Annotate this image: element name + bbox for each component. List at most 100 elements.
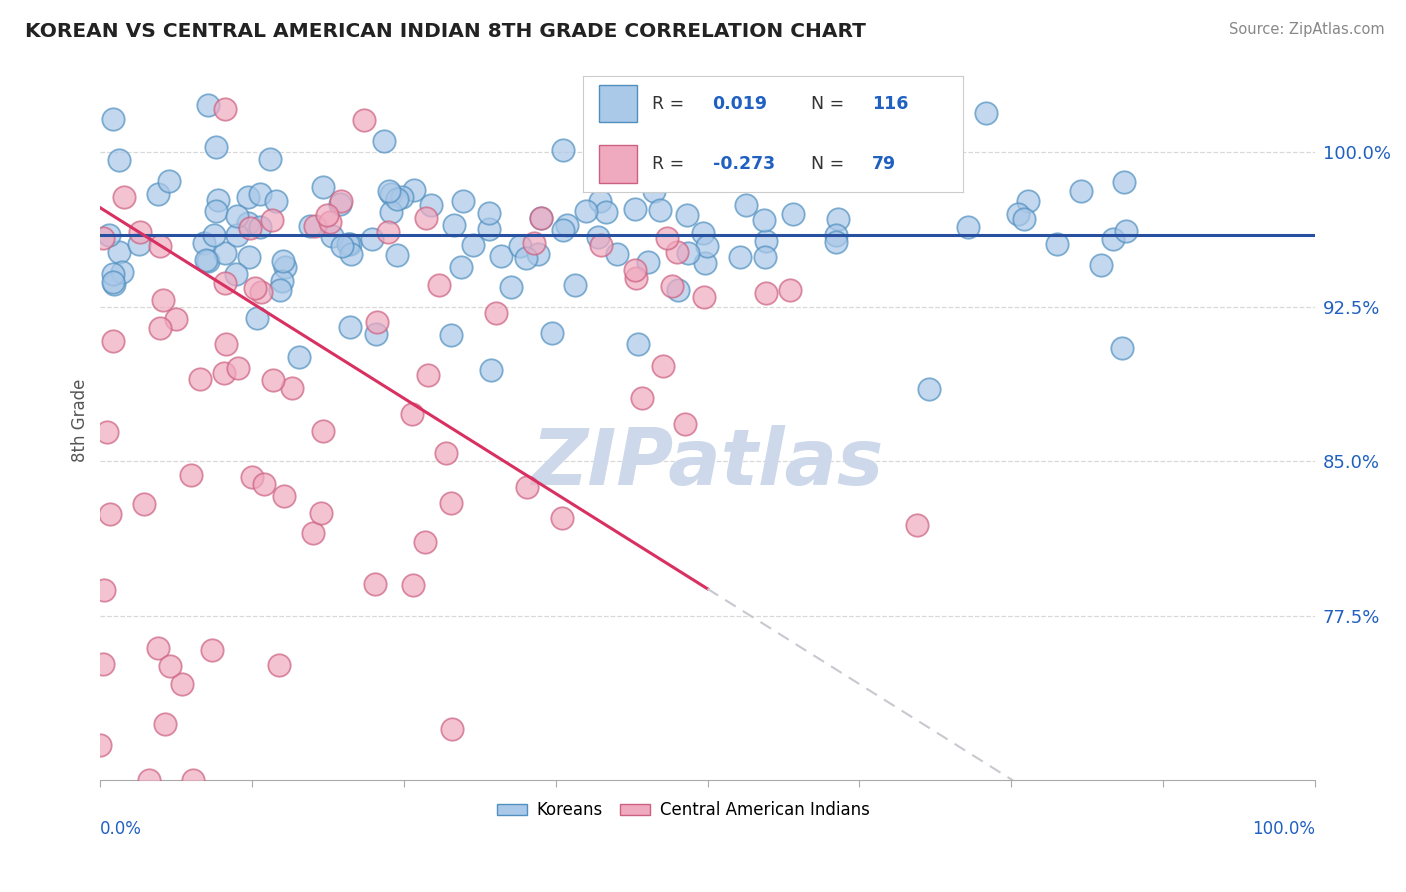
Point [1070,184,1092,198]
Point [443,219,465,233]
Point [387,192,409,206]
Point [267,658,290,673]
Point [922,104,945,119]
Point [755,286,778,301]
Point [416,368,439,382]
Point [956,219,979,234]
Point [259,152,281,166]
Point [779,283,801,297]
Y-axis label: 8th Grade: 8th Grade [72,378,89,462]
Point [666,283,689,297]
Point [205,140,228,154]
Point [215,337,238,351]
Point [540,326,562,340]
Point [239,220,262,235]
Point [655,231,678,245]
Point [225,227,247,242]
Point [212,366,235,380]
Point [312,179,335,194]
Point [146,187,169,202]
Point [364,577,387,591]
Point [309,506,332,520]
Point [606,168,628,182]
Point [366,315,388,329]
Point [149,239,172,253]
Text: 0.0%: 0.0% [100,821,142,838]
Point [149,321,172,335]
Point [624,202,647,217]
Point [420,198,443,212]
Point [288,350,311,364]
Point [329,196,352,211]
Point [1090,259,1112,273]
Point [693,256,716,270]
Point [138,773,160,788]
Point [586,230,609,244]
Point [101,275,124,289]
Point [302,525,325,540]
Text: 0.019: 0.019 [713,95,768,112]
Point [551,511,574,525]
Point [249,186,271,201]
Point [339,247,361,261]
Point [93,657,115,671]
Bar [599,85,637,122]
Point [754,250,776,264]
Point [170,677,193,691]
Point [479,363,502,377]
Point [262,372,284,386]
Point [529,211,551,226]
Point [321,228,343,243]
Point [318,215,340,229]
Point [824,227,846,242]
Point [304,219,326,234]
Point [489,249,512,263]
Point [298,219,321,234]
Point [253,477,276,491]
Point [440,328,463,343]
Point [281,381,304,395]
Point [436,446,458,460]
Point [273,254,295,268]
Point [214,245,236,260]
Point [180,468,202,483]
Point [648,203,671,218]
Point [440,496,463,510]
Point [501,280,523,294]
Point [312,424,335,438]
Point [782,207,804,221]
Text: R =: R = [652,95,685,112]
Point [103,267,125,281]
Point [128,237,150,252]
Point [1012,211,1035,226]
Point [974,105,997,120]
Point [316,208,339,222]
Point [1111,341,1133,355]
Point [238,216,260,230]
Point [339,320,361,334]
Point [339,237,361,252]
Point [380,205,402,219]
Point [112,189,135,203]
Point [264,194,287,209]
Point [441,722,464,736]
Bar [599,145,637,183]
Point [478,205,501,219]
Text: Source: ZipAtlas.com: Source: ZipAtlas.com [1229,22,1385,37]
Point [478,222,501,236]
Point [606,246,628,260]
Point [575,204,598,219]
Point [103,277,125,291]
Point [735,198,758,212]
Point [101,112,124,126]
Point [391,190,413,204]
Point [238,250,260,264]
Point [627,337,650,351]
Point [207,193,229,207]
Point [194,253,217,268]
Point [245,281,267,295]
Point [1017,194,1039,209]
Point [240,470,263,484]
Text: R =: R = [652,155,685,173]
Point [214,276,236,290]
